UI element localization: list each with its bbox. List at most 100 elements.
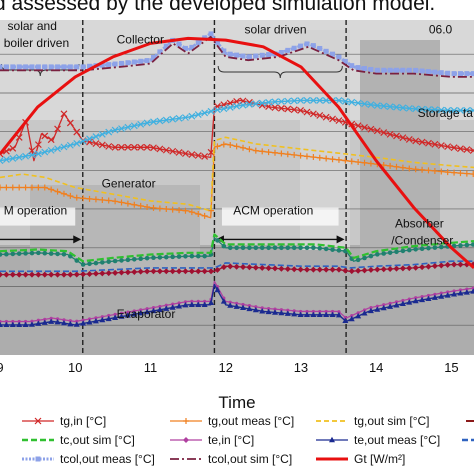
- series-te-out-meas-c-marker-43: [271, 309, 278, 315]
- series-te-out-meas-c-marker-18: [112, 314, 119, 320]
- series-tg-in-c-marker-59: [373, 127, 381, 135]
- series-te-out-c-marker-2: [11, 319, 15, 324]
- legend-item-gt-w-m: Gt [W/m²]: [316, 452, 405, 466]
- brace-solar-driven: [217, 65, 343, 79]
- series-tstorage-marker-66: [418, 105, 426, 113]
- series-tstorage-marker-38: [239, 101, 247, 109]
- series-tg-out-meas-c-marker-54: [342, 157, 349, 164]
- series-te-out-meas-c-marker-32: [201, 301, 208, 307]
- series-tcol-out-meas-c-marker-60: [381, 67, 387, 73]
- series-te-out-meas-c-marker-4: [22, 321, 29, 328]
- legend-item-tcol-out-sim-c: tcol,out sim [°C]: [170, 452, 292, 466]
- series-tstorage-marker-44: [277, 98, 285, 105]
- series-te-in-marker-14: [86, 270, 93, 277]
- series-tc-out-meas-marker-31: [195, 253, 201, 259]
- series-tstorage-marker-8: [47, 146, 55, 154]
- series-tg-in-c-marker-67: [425, 139, 432, 147]
- series-te-in-marker-7: [41, 271, 48, 278]
- series-tg-in-c-marker-11: [66, 119, 74, 127]
- series-te-out-c-marker-4: [23, 319, 28, 324]
- series-tstorage-marker-65: [412, 105, 420, 113]
- series-tstorage-marker-16: [98, 130, 106, 138]
- series-tg-in-c-marker-31: [194, 152, 202, 159]
- series-te-out-c-marker-57: [362, 308, 367, 312]
- series-tg-out-meas-c-marker-58: [367, 160, 374, 167]
- series-tg-out-meas-c-marker-18: [112, 198, 119, 205]
- series-tg-in-c-marker-70: [444, 143, 452, 151]
- legend-background: [0, 418, 474, 474]
- series-te-out-meas-c-marker-74: [470, 288, 474, 294]
- series-tc-out-meas-marker-40: [253, 245, 259, 251]
- series-tg-out-meas-c-marker-1: [3, 184, 10, 191]
- series-te-out-c-marker-20: [126, 310, 130, 314]
- legend-item-te-in-c: te,in [°C]: [170, 433, 254, 447]
- series-te-out-meas-c-marker-8: [48, 318, 55, 324]
- series-te-out-meas-c-marker-61: [387, 303, 394, 309]
- series-te-out-c-marker-21: [132, 309, 136, 313]
- series-tg-out-meas-c-marker-2: [9, 184, 16, 191]
- legend-item-tg-out-sim-c-label: tg,out sim [°C]: [354, 414, 430, 428]
- series-te-out-meas-c-marker-12: [73, 321, 80, 327]
- series-tcol-out-meas-c-marker-67: [425, 69, 431, 75]
- series-tg-in-c-marker-48: [303, 108, 311, 116]
- series-tg-out-meas-c-marker-68: [431, 167, 438, 174]
- series-tg-in-c-marker-16: [98, 141, 106, 149]
- series-tstorage-marker-53: [335, 97, 343, 104]
- series-tc-out-meas-marker-25: [157, 255, 163, 260]
- series-te-out-c-marker-5: [30, 319, 34, 323]
- series-te-in-marker-5: [28, 271, 35, 278]
- series-tcol-out-meas-c-marker-48: [304, 41, 310, 47]
- series-tstorage-marker-30: [188, 112, 196, 120]
- series-tcol-out-meas-c-marker-51: [323, 48, 329, 54]
- series-tg-out-meas-c-marker-56: [355, 159, 362, 166]
- series-tcol-out-meas-c-marker-6: [35, 64, 41, 70]
- series-te-in-marker-62: [393, 265, 400, 272]
- series-tcol-out-meas-c-marker-61: [387, 67, 393, 73]
- series-tstorage-marker-1: [2, 156, 10, 163]
- series-te-out-c-marker-53: [337, 310, 341, 314]
- series-tstorage-marker-71: [450, 107, 458, 114]
- series-te-out-meas-c-marker-40: [252, 306, 259, 313]
- x-tick-2: 11: [144, 360, 158, 375]
- series-tg-out-meas-c-marker-16: [99, 196, 106, 203]
- series-tc-out-meas-marker-3: [16, 251, 22, 256]
- series-te-in-marker-9: [54, 271, 61, 278]
- series-tstorage-marker-7: [41, 148, 49, 156]
- series-tstorage-marker-35: [220, 105, 228, 113]
- series-tg-out-meas-c-marker-3: [16, 184, 23, 191]
- series-tc-out-meas-marker-41: [259, 245, 265, 251]
- series-tc-out-meas-marker-51: [323, 246, 329, 252]
- series-tg-in-c-marker-2: [9, 144, 17, 152]
- series-tstorage-marker-13: [79, 137, 87, 145]
- series-tg-in-c-marker-69: [437, 142, 445, 149]
- series-tstorage-marker-74: [469, 107, 474, 114]
- series-tcol-out-meas-c-marker-69: [438, 70, 444, 76]
- series-te-out-meas-c-marker-31: [195, 301, 202, 307]
- series-tstorage-marker-64: [405, 104, 413, 112]
- series-tcol-out-meas-c-marker-42: [266, 52, 272, 58]
- series-te-out-c-marker-52: [330, 309, 335, 314]
- series-tg-in-c-marker-17: [105, 142, 113, 150]
- legend-item-tg-in-c: tg,in [°C]: [22, 414, 106, 428]
- annotation-11: Evaporator: [117, 307, 176, 321]
- series-tc-out-meas-marker-10: [61, 251, 67, 257]
- series-tcol-out-meas-c-marker-40: [253, 53, 259, 59]
- series-tg-in-c-marker-33: [207, 148, 215, 156]
- series-te-out-meas-c-marker-50: [316, 311, 323, 317]
- series-tg-in-c-marker-15: [92, 140, 100, 147]
- series-gt-w-m-line: [0, 36, 474, 270]
- series-tg-in-c-marker-60: [380, 129, 388, 136]
- series-tg-out-meas-c-marker-23: [144, 203, 151, 210]
- series-tg-out-meas-c-marker-8: [48, 186, 55, 193]
- series-te-out-meas-c-marker-15: [92, 317, 99, 324]
- series-te-in-marker-23: [144, 268, 151, 275]
- series-tc-out-meas-marker-60: [381, 251, 387, 256]
- legend-item-tcol-out-meas-c: tcol,out meas [°C]: [22, 452, 155, 466]
- series-tcol-out-meas-c-marker-70: [445, 70, 451, 76]
- series-te-in-marker-3: [16, 271, 23, 278]
- series-tstorage-marker-28: [175, 114, 183, 122]
- series-tcol-out-meas-c-marker-62: [394, 67, 400, 73]
- series-tc-out-meas-marker-44: [279, 245, 284, 251]
- series-tc-out-meas-marker-20: [125, 257, 131, 263]
- x-tick-1: 10: [68, 360, 82, 375]
